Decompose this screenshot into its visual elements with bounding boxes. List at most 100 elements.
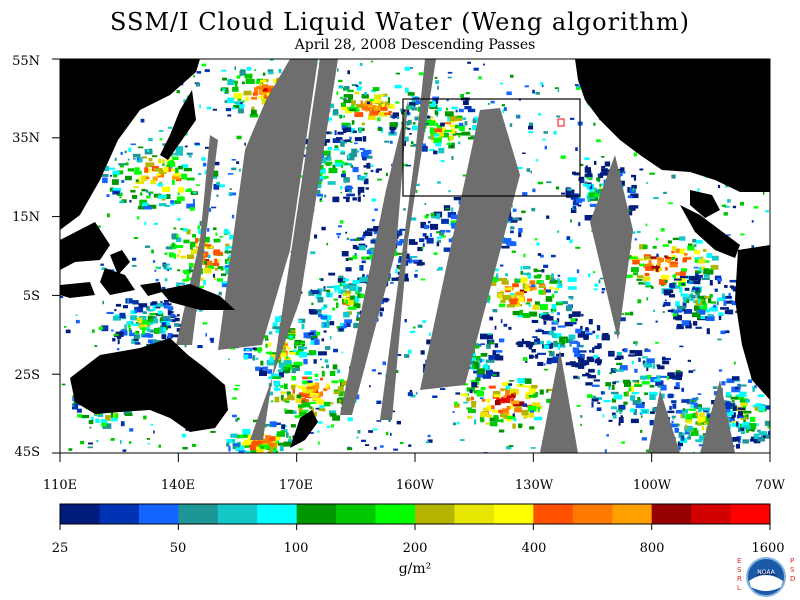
cloud-cell <box>171 334 179 338</box>
cloud-cell <box>691 279 696 283</box>
cloud-cell <box>183 239 190 244</box>
cloud-cell <box>520 277 528 283</box>
cloud-cell <box>395 72 401 75</box>
cloud-cell <box>340 191 343 194</box>
cloud-cell <box>517 314 527 318</box>
cloud-cell <box>592 330 596 334</box>
cloud-cell <box>176 146 184 151</box>
cloud-cell <box>535 338 540 341</box>
cloud-cell <box>237 108 244 114</box>
cloud-cell <box>416 263 423 266</box>
cloud-cell <box>198 228 203 234</box>
cloud-cell <box>596 397 602 401</box>
cloud-cell <box>272 322 278 327</box>
cloud-cell <box>693 300 697 304</box>
cloud-cell <box>319 278 321 280</box>
cloud-cell <box>580 423 582 426</box>
cloud-cell <box>255 357 259 360</box>
cloud-cell <box>698 267 702 271</box>
cloud-cell <box>742 439 749 444</box>
cloud-cell <box>534 416 543 421</box>
cloud-cell <box>289 338 294 341</box>
cloud-cell <box>681 387 685 392</box>
noaa-logo[interactable]: ESRL NOAA PSD <box>735 555 797 599</box>
cloud-cell <box>374 446 377 450</box>
cloud-cell <box>467 408 476 414</box>
cloud-cell <box>268 376 272 380</box>
cloud-cell <box>169 153 178 156</box>
cloud-cell <box>139 192 143 196</box>
cloud-cell <box>656 253 659 257</box>
cloud-cell <box>397 353 402 356</box>
cloud-cell <box>487 398 491 403</box>
cloud-cell <box>447 76 452 79</box>
cloud-cell <box>666 376 669 380</box>
cloud-cell <box>543 131 548 134</box>
cloud-cell <box>682 408 689 414</box>
cloud-cell <box>751 220 754 223</box>
cloud-cell <box>546 389 549 393</box>
cloud-cell <box>149 329 158 333</box>
cloud-cell <box>548 350 552 353</box>
cloud-cell <box>408 102 416 107</box>
cloud-cell <box>217 266 224 269</box>
cloud-cell <box>560 301 568 305</box>
cloud-cell <box>599 277 604 280</box>
cloud-cell <box>302 376 309 380</box>
cloud-cell <box>706 253 712 258</box>
cloud-cell <box>222 77 227 81</box>
cloud-cell <box>168 303 172 306</box>
cloud-cell <box>714 288 718 292</box>
cloud-cell <box>242 81 245 85</box>
cloud-cell <box>194 142 200 145</box>
cloud-cell <box>236 161 240 164</box>
cloud-cell <box>512 311 521 316</box>
cloud-cell <box>318 441 320 445</box>
cloud-cell <box>650 411 655 414</box>
cloud-cell <box>521 338 524 342</box>
cloud-cell <box>219 236 224 238</box>
cloud-cell <box>474 116 477 122</box>
cloud-cell <box>565 362 570 366</box>
cloud-cell <box>572 311 581 317</box>
cloud-cell <box>468 137 474 140</box>
cloud-cell <box>148 191 154 194</box>
cloud-cell <box>693 369 696 372</box>
location-marker <box>557 118 565 127</box>
cloud-cell <box>422 320 426 323</box>
cloud-cell <box>451 222 457 229</box>
cloud-cell <box>356 315 359 318</box>
cloud-cell <box>662 360 670 365</box>
cloud-cell <box>493 394 501 398</box>
cloud-cell <box>120 164 124 168</box>
cloud-cell <box>588 192 595 198</box>
cloud-cell <box>503 107 507 111</box>
cloud-cell <box>166 263 170 266</box>
cloud-cell <box>341 102 346 107</box>
cloud-cell <box>461 393 468 397</box>
cloud-cell <box>480 333 489 340</box>
cloud-cell <box>277 352 287 357</box>
cloud-cell <box>711 306 718 312</box>
cloud-cell <box>371 249 375 254</box>
cloud-cell <box>119 330 128 336</box>
cloud-cell <box>410 260 419 263</box>
cloud-cell <box>726 378 735 384</box>
cloud-cell <box>465 92 470 95</box>
cloud-cell <box>485 359 495 363</box>
cloud-cell <box>521 210 526 214</box>
cloud-cell <box>144 221 147 226</box>
cloud-cell <box>390 103 395 109</box>
cloud-cell <box>337 289 343 294</box>
cloud-cell <box>303 388 313 394</box>
cloud-cell <box>657 260 661 267</box>
cloud-cell <box>259 446 264 449</box>
cloud-cell <box>203 253 206 256</box>
cloud-cell <box>440 235 446 238</box>
cloud-cell <box>592 347 595 353</box>
cloud-cell <box>363 178 369 185</box>
cloud-cell <box>371 111 379 115</box>
cloud-cell <box>646 375 652 380</box>
cloud-cell <box>733 361 736 365</box>
cloud-cell <box>480 417 485 423</box>
